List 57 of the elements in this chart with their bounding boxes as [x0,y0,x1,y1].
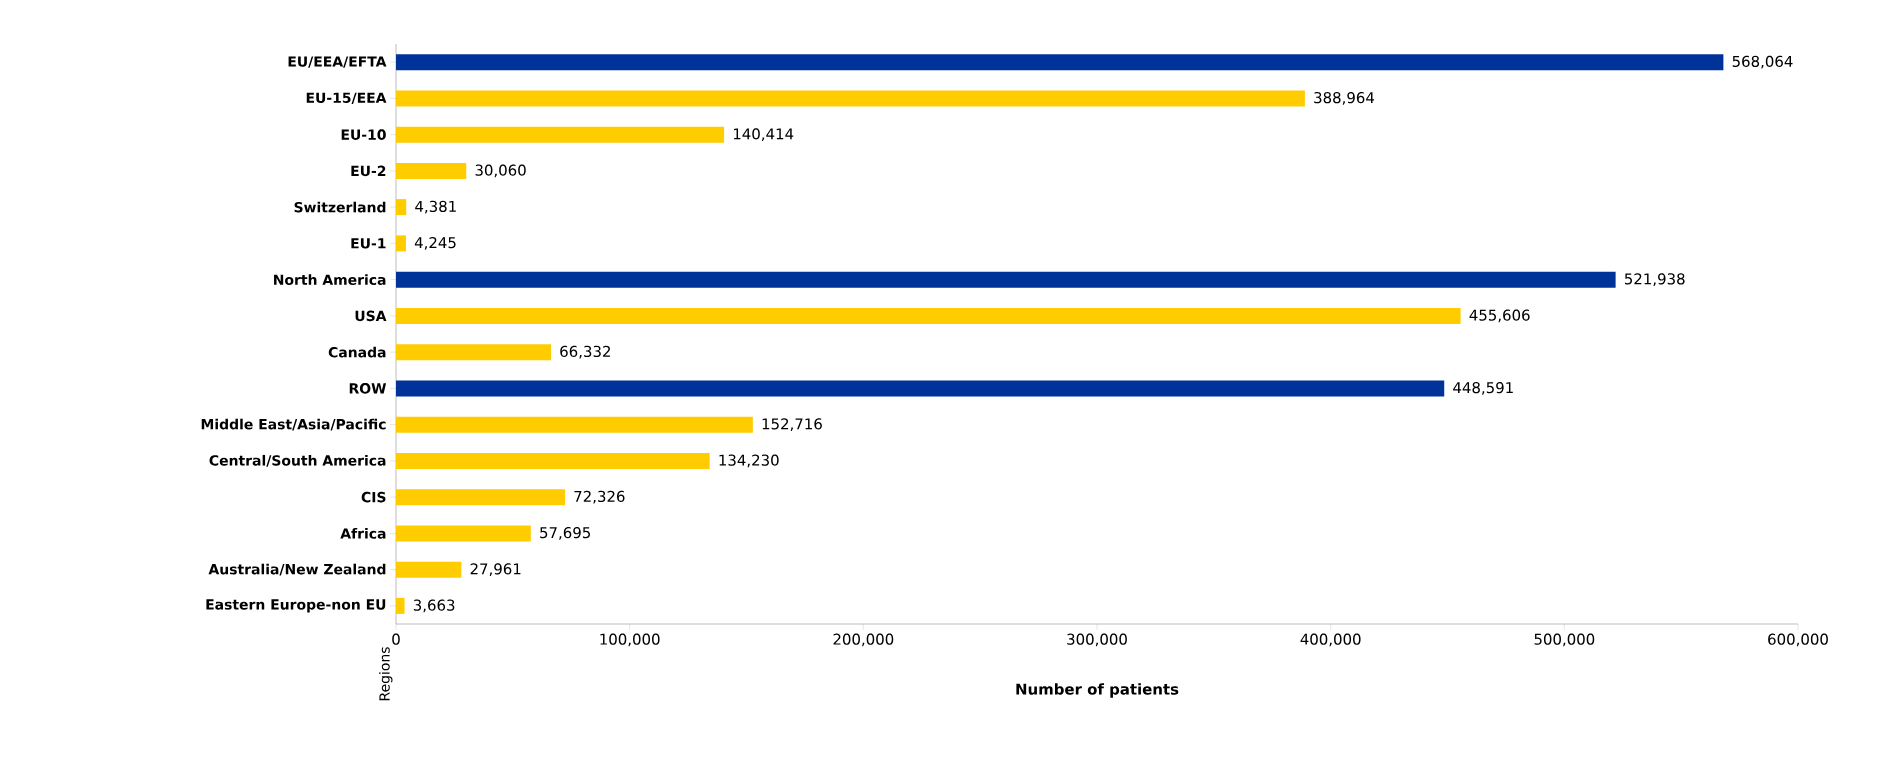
data-label: 4,245 [414,236,456,250]
data-label: 3,663 [413,599,455,613]
y-tick-label: ROW [349,383,387,394]
data-label: 27,961 [470,563,521,577]
y-tick-label: CIS [361,491,386,503]
y-tick-label: Middle East/Asia/Pacific [201,418,386,431]
x-axis-title: Number of patients [1016,683,1179,698]
bar [396,416,753,433]
y-tick-label: EU/EEA/EFTA [288,56,387,68]
bar [396,525,531,542]
data-label: 140,414 [733,128,794,142]
bar [396,271,1616,288]
y-tick-label: Australia/New Zealand [208,563,386,576]
x-tick-label: 600,000 [1768,633,1828,647]
x-tick-label: 200,000 [833,633,894,647]
y-tick-label: Canada [328,346,386,358]
data-label: 57,695 [540,526,590,540]
y-tick-label: Central/South America [209,454,386,467]
bar [396,561,462,578]
y-axis-title: Regions [378,647,393,701]
bar [396,199,407,216]
bar [396,597,405,614]
y-tick-label: Eastern Europe-non EU [206,599,386,613]
y-tick-label: EU-1 [351,238,386,249]
x-tick-label: 400,000 [1300,633,1361,647]
bar [396,344,551,361]
y-tick-label: EU-2 [351,165,386,177]
bar [396,452,710,469]
y-tick-label: EU-10 [341,129,386,140]
y-tick-label: Africa [340,527,386,539]
data-label: 66,332 [560,345,610,359]
y-tick-label: EU-15/EEA [306,92,387,105]
data-label: 30,060 [475,164,526,178]
bar [396,54,1724,71]
bar [396,162,467,179]
data-label: 388,964 [1314,91,1375,105]
y-tick-label: Switzerland [294,201,386,213]
bar [396,126,725,143]
y-tick-label: USA [355,310,387,322]
data-label: 568,064 [1732,55,1793,69]
x-tick-label: 100,000 [600,633,660,647]
bar [396,380,1445,397]
data-label: 152,716 [762,418,822,432]
data-label: 4,381 [415,200,456,214]
y-tick-label: North America [274,274,386,286]
data-label: 521,938 [1624,273,1685,287]
bar [396,307,1461,324]
data-label: 72,326 [574,490,625,504]
bar [396,90,1305,107]
bar [396,235,406,252]
x-tick-label: 0 [392,633,400,645]
x-tick-label: 500,000 [1534,633,1595,647]
data-label: 448,591 [1453,381,1513,395]
data-label: 134,230 [719,454,779,468]
bar [396,489,566,506]
x-tick-label: 300,000 [1067,633,1127,647]
data-label: 455,606 [1469,309,1530,323]
